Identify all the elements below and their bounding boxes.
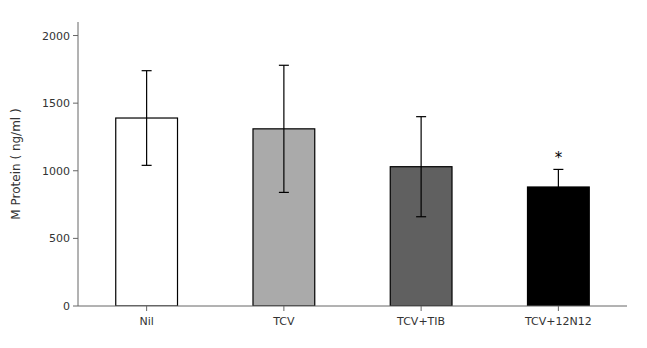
error-bar <box>553 169 563 204</box>
y-tick-label: 1500 <box>42 97 70 110</box>
y-tick-label: 2000 <box>42 30 70 43</box>
bar <box>527 187 589 306</box>
y-axis: 0 500 1000 1500 2000 <box>42 22 78 313</box>
x-tick-label: Nil <box>139 315 153 328</box>
error-bar <box>416 117 426 217</box>
chart: 0 500 1000 1500 2000 M Protein ( ng/ml ) Nil TC… <box>0 0 647 348</box>
x-tick-label: TCV <box>272 315 295 328</box>
y-tick <box>73 306 78 307</box>
x-tick-label: TCV+12N12 <box>524 315 592 328</box>
y-axis-line <box>78 22 79 306</box>
error-line <box>146 71 147 166</box>
x-tick-label: TCV+TIB <box>396 315 445 328</box>
x-tick <box>421 306 422 311</box>
x-tick <box>283 306 284 311</box>
error-cap <box>416 216 426 217</box>
error-cap <box>553 169 563 170</box>
error-bar <box>142 71 152 166</box>
y-tick <box>73 170 78 171</box>
error-cap <box>142 70 152 71</box>
error-line <box>283 65 284 192</box>
y-tick-label: 1000 <box>42 165 70 178</box>
error-line <box>421 117 422 217</box>
error-cap <box>142 165 152 166</box>
x-axis-line <box>78 306 627 307</box>
chart-container: 0 500 1000 1500 2000 M Protein ( ng/ml ) Nil TC… <box>0 0 647 348</box>
error-line <box>558 169 559 204</box>
plot-area <box>116 65 590 306</box>
error-cap <box>279 192 289 193</box>
x-tick <box>558 306 559 311</box>
significance-label: * <box>555 149 563 167</box>
y-tick-label: 500 <box>49 232 70 245</box>
y-tick <box>73 103 78 104</box>
error-cap <box>553 204 563 205</box>
x-axis: Nil TCV TCV+TIB TCV+12N12 <box>78 306 627 328</box>
y-tick-label: 0 <box>63 300 70 313</box>
error-cap <box>416 116 426 117</box>
y-tick <box>73 35 78 36</box>
error-bar <box>279 65 289 192</box>
y-tick <box>73 238 78 239</box>
background <box>0 0 647 348</box>
error-cap <box>279 65 289 66</box>
y-axis-label: M Protein ( ng/ml ) <box>9 108 23 219</box>
x-tick <box>146 306 147 311</box>
